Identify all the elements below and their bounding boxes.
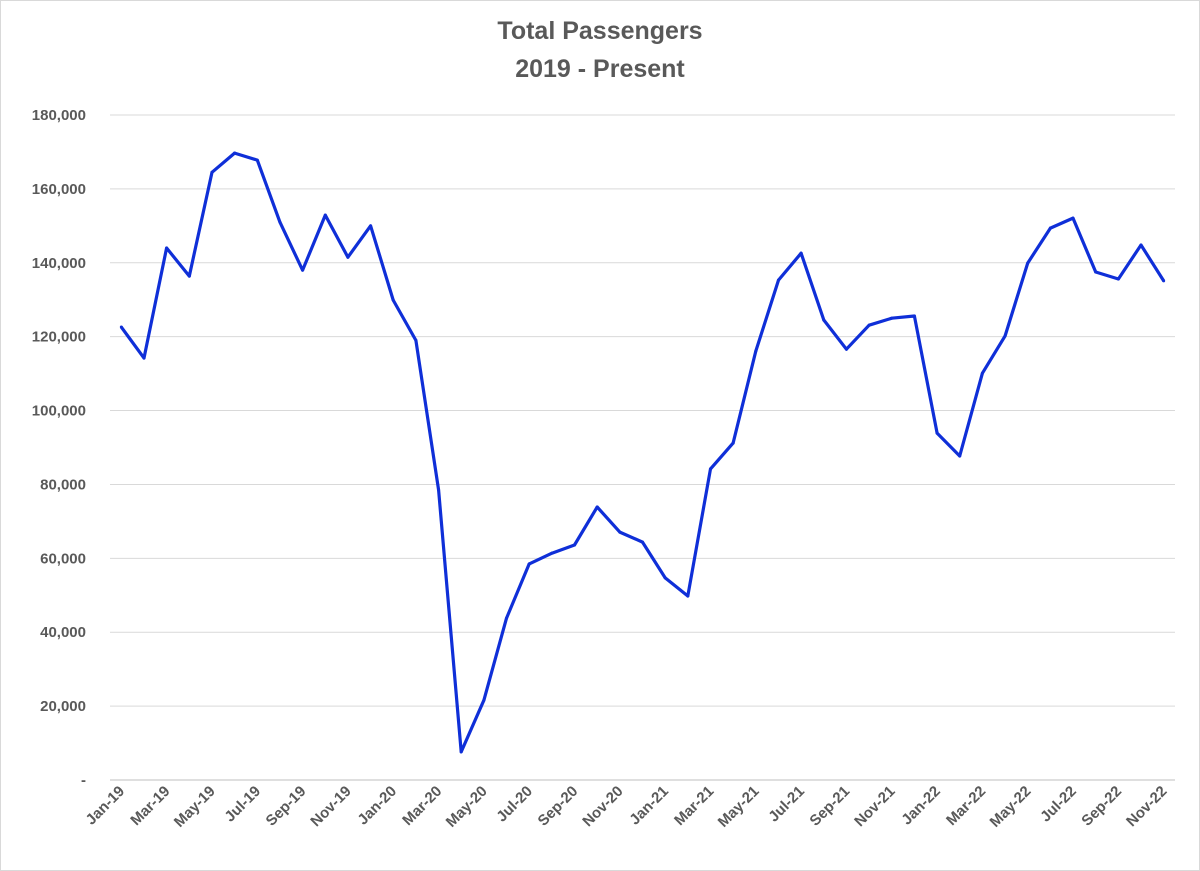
data-point <box>459 750 463 754</box>
x-tick-label: Mar-22 <box>943 783 989 829</box>
x-tick-label: Nov-20 <box>579 783 626 830</box>
data-point <box>776 278 780 282</box>
y-tick-label: 180,000 <box>32 107 86 124</box>
data-point <box>301 268 305 272</box>
y-tick-label: 100,000 <box>32 403 86 420</box>
data-point <box>323 213 327 217</box>
data-point <box>844 347 848 351</box>
x-tick-label: May-22 <box>987 783 1035 831</box>
data-point <box>1026 261 1030 265</box>
y-tick-label: 60,000 <box>40 550 86 567</box>
data-point <box>437 488 441 492</box>
x-tick-label: Nov-22 <box>1123 783 1170 830</box>
x-tick-label: Sep-20 <box>535 783 582 830</box>
y-tick-label: - <box>81 772 86 789</box>
data-point <box>142 356 146 360</box>
data-point <box>165 246 169 250</box>
x-tick-label: Nov-19 <box>307 783 354 830</box>
x-tick-label: Jan-21 <box>626 783 672 829</box>
data-point <box>708 467 712 471</box>
data-point <box>482 698 486 702</box>
y-tick-label: 40,000 <box>40 624 86 641</box>
data-point <box>822 318 826 322</box>
data-point <box>527 562 531 566</box>
x-tick-label: Jan-19 <box>83 783 129 829</box>
x-tick-label: Jul-19 <box>221 783 264 826</box>
data-point <box>1116 277 1120 281</box>
data-point <box>1162 279 1166 283</box>
y-tick-label: 120,000 <box>32 329 86 346</box>
chart-subtitle: 2019 - Present <box>515 55 685 83</box>
data-point <box>754 349 758 353</box>
x-tick-label: Sep-21 <box>806 783 853 830</box>
data-point <box>233 151 237 155</box>
data-point <box>980 371 984 375</box>
y-tick-label: 140,000 <box>32 255 86 272</box>
y-tick-label: 20,000 <box>40 698 86 715</box>
data-point <box>618 530 622 534</box>
data-point <box>1048 226 1052 230</box>
data-point <box>255 158 259 162</box>
data-point <box>550 551 554 555</box>
data-point <box>278 220 282 224</box>
x-tick-label: Sep-22 <box>1078 783 1125 830</box>
x-tick-label: Sep-19 <box>263 783 310 830</box>
data-point <box>1003 334 1007 338</box>
data-point <box>686 594 690 598</box>
series-line <box>120 151 1166 754</box>
data-point <box>958 454 962 458</box>
x-tick-label: Jul-20 <box>493 783 536 826</box>
data-point <box>391 298 395 302</box>
data-point <box>912 314 916 318</box>
data-point <box>1094 270 1098 274</box>
x-tick-label: May-21 <box>715 783 763 831</box>
y-tick-label: 160,000 <box>32 181 86 198</box>
data-point <box>369 224 373 228</box>
data-point <box>1071 216 1075 220</box>
x-tick-label: May-19 <box>171 783 219 831</box>
data-point <box>663 576 667 580</box>
data-point <box>935 431 939 435</box>
data-point <box>573 543 577 547</box>
data-point <box>505 616 509 620</box>
x-tick-label: Jul-22 <box>1037 783 1080 826</box>
data-point <box>890 316 894 320</box>
data-point <box>119 325 123 329</box>
x-tick-label: Mar-20 <box>399 783 445 829</box>
data-point <box>414 338 418 342</box>
data-point <box>346 255 350 259</box>
data-point <box>799 251 803 255</box>
data-point <box>187 274 191 278</box>
x-tick-label: Nov-21 <box>851 783 898 830</box>
chart-title: Total Passengers <box>497 17 703 45</box>
data-point <box>731 441 735 445</box>
x-tick-label: Jan-20 <box>354 783 400 829</box>
y-tick-label: 80,000 <box>40 476 86 493</box>
data-point <box>641 540 644 544</box>
x-tick-label: May-20 <box>443 783 491 831</box>
x-tick-label: Mar-21 <box>671 783 717 829</box>
x-tick-label: Mar-19 <box>127 783 173 829</box>
x-tick-label: Jul-21 <box>765 783 808 826</box>
data-point <box>867 323 871 327</box>
data-point <box>595 505 599 509</box>
data-point <box>1139 243 1143 247</box>
data-point <box>210 170 214 174</box>
x-tick-label: Jan-22 <box>898 783 944 829</box>
